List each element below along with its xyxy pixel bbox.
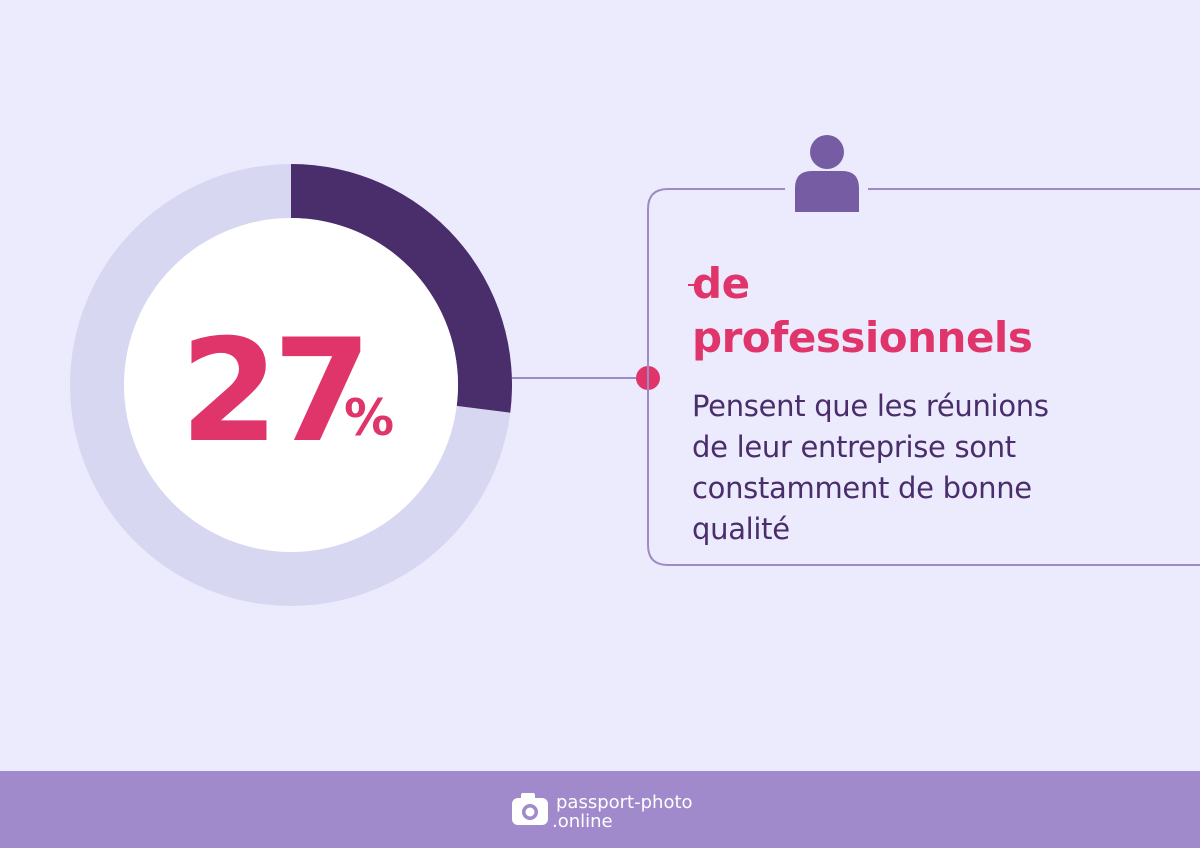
callout-box [647,188,1200,566]
brand-line: .online [552,811,613,832]
description-line: Pensent que les réunions [692,389,1049,423]
description-line: qualité [692,512,790,546]
footer-bar [0,771,1200,848]
donut-arc [291,164,513,413]
camera-icon [512,793,548,825]
heading-line: professionnels [692,313,1032,362]
donut-center [124,218,458,552]
unit: % [344,389,394,447]
big-value: 27 [180,309,366,474]
person-icon-head [810,135,844,169]
heading-line: de [692,259,750,308]
description-line: constamment de bonne [692,471,1032,505]
brand-line: passport-photo [556,792,693,813]
description-line: de leur entreprise sont [692,430,1016,464]
person-icon-body [795,171,859,212]
